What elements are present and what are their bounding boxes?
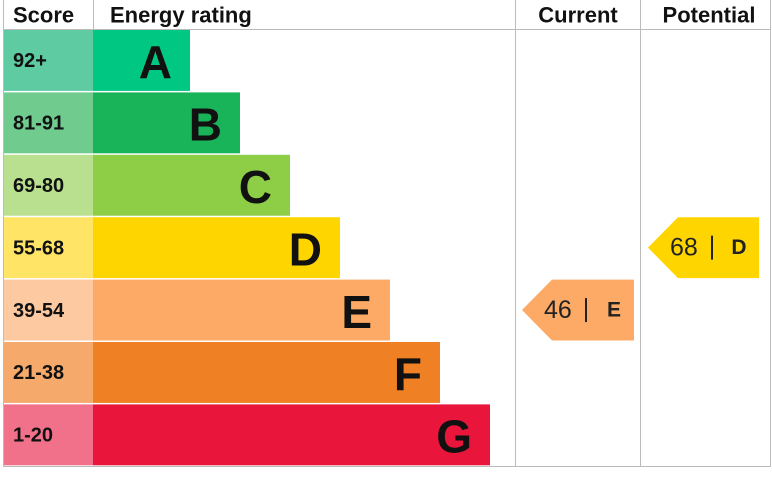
current-arrow [522,279,634,341]
score-cell [4,217,93,279]
score-cell [4,279,93,341]
score-label: 21-38 [13,362,64,384]
band-letter: A [139,36,172,88]
band-bar [93,342,440,403]
score-label: 1-20 [13,425,53,447]
band-letter: E [341,286,372,338]
current-header: Current [538,3,618,28]
band-bar [93,279,390,341]
potential-letter: D [731,236,746,259]
score-label: 81-91 [13,113,64,135]
score-cell [4,30,93,91]
score-cell [4,92,93,154]
band-letter: G [436,411,472,463]
band-letter: D [289,223,322,275]
score-label: 55-68 [13,237,64,259]
band-letter: B [189,99,222,151]
band-bar [93,92,240,154]
score-header: Score [13,3,74,28]
band-bar [93,154,290,216]
score-label: 39-54 [13,300,65,322]
band-letter: C [239,161,272,213]
potential-value: 68 [670,234,698,262]
potential-arrow [648,217,759,279]
band-letter: F [394,348,422,400]
band-bar [93,30,190,91]
band-bar [93,404,490,466]
potential-header: Potential [663,3,756,28]
score-cell [4,404,93,466]
band-bar [93,217,340,279]
score-cell [4,154,93,216]
score-cell [4,342,93,403]
rating-header: Energy rating [110,3,252,28]
frame [3,0,771,467]
score-label: 92+ [13,50,47,72]
score-label: 69-80 [13,175,64,197]
current-letter: E [607,299,621,322]
current-value: 46 [544,296,572,324]
